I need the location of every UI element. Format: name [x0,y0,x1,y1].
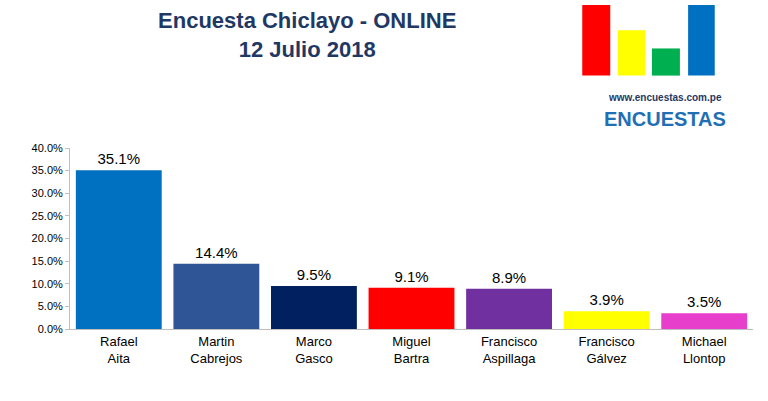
svg-text:5.0%: 5.0% [38,300,63,312]
svg-text:FranciscoGálvez: FranciscoGálvez [578,334,634,366]
svg-text:MiguelBartra: MiguelBartra [392,334,430,366]
svg-text:RafaelAita: RafaelAita [100,334,138,366]
svg-text:8.9%: 8.9% [492,269,526,286]
svg-text:25.0%: 25.0% [32,210,63,222]
svg-text:40.0%: 40.0% [32,142,63,154]
svg-text:www.encuestas.com.pe: www.encuestas.com.pe [608,92,722,103]
svg-text:9.5%: 9.5% [297,266,331,283]
svg-text:MarcoGasco: MarcoGasco [295,334,333,366]
svg-text:15.0%: 15.0% [32,255,63,267]
svg-text:0.0%: 0.0% [38,323,63,335]
svg-text:MartinCabrejos: MartinCabrejos [190,334,243,366]
svg-text:3.9%: 3.9% [590,291,624,308]
svg-text:9.1%: 9.1% [394,268,428,285]
svg-text:14.4%: 14.4% [195,244,238,261]
svg-text:FranciscoAspillaga: FranciscoAspillaga [481,334,537,366]
svg-text:3.5%: 3.5% [687,293,721,310]
svg-text:30.0%: 30.0% [32,187,63,199]
svg-text:MichaelLlontop: MichaelLlontop [682,334,727,366]
svg-text:20.0%: 20.0% [32,232,63,244]
svg-text:10.0%: 10.0% [32,278,63,290]
svg-text:35.0%: 35.0% [32,164,63,176]
svg-text:ENCUESTAS: ENCUESTAS [604,108,726,130]
svg-text:Encuesta Chiclayo - ONLINE12 J: Encuesta Chiclayo - ONLINE12 Julio 2018 [158,8,456,62]
svg-text:35.1%: 35.1% [98,150,141,167]
